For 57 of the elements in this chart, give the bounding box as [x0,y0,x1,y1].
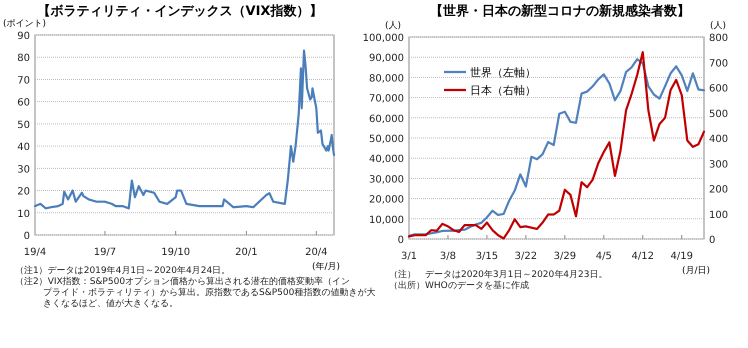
x-tick-label: 3/29 [554,251,576,262]
y-tick-label: 0 [398,235,404,246]
x-tick-label: 19/7 [94,247,116,258]
y-tick-label: 90 [17,31,30,42]
y2-tick-label: 200 [709,184,728,196]
x-tick-label: 3/8 [440,251,456,262]
x-tick-label: 19/4 [24,247,46,258]
x-tick-label: 3/22 [514,251,538,262]
y-tick-label: 80 [17,53,30,64]
y-tick-label: 60,000 [369,114,404,125]
y-tick-label: 40 [17,142,30,154]
x-tick-label: 4/19 [670,251,693,262]
chart-title: 【ボラティリティ・インデックス（VIX指数）】 [38,3,322,19]
x-tick-label: 20/1 [235,247,258,258]
y2-tick-label: 800 [709,33,728,44]
y-tick-label: 10 [17,208,30,220]
y2-tick-label: 600 [709,84,728,94]
y-tick-label: 40,000 [369,154,404,166]
y-axis-title: (人) [384,20,401,31]
y2-tick-label: 0 [709,235,716,246]
y2-tick-label: 300 [709,159,728,170]
text: （出所）WHOのデータを基に作成 [389,280,529,291]
y-axis-title: (ポイント) [3,19,46,29]
y-tick-label: 90,000 [369,53,404,64]
y2-tick-label: 700 [709,58,728,70]
y-tick-label: 20,000 [369,194,404,206]
y-tick-label: 30 [17,164,30,176]
y2-axis-title: (人) [710,20,726,31]
text: （注1）データは2019年4月1日～2020年4月24日。 [15,265,230,276]
x-tick-label: 4/12 [632,251,654,262]
line-series [34,49,336,210]
y-tick-label: 30,000 [369,174,404,186]
y-tick-label: 60 [17,98,30,109]
x-tick-label: 20/4 [305,247,328,258]
y-tick-label: 20 [17,186,30,198]
x-axis-title: (月/日) [682,266,710,276]
x-axis-title: (年/月) [312,261,340,272]
y-tick-label: 70 [17,75,30,86]
x-tick-label: 3/1 [400,251,418,262]
y-tick-label: 100,000 [362,33,404,44]
y-tick-label: 10,000 [369,214,404,226]
y2-tick-label: 100 [709,210,728,221]
x-tick-label: 3/15 [476,251,498,262]
x-tick-label: 19/10 [161,247,190,258]
y-tick-label: 70,000 [369,94,404,105]
text: （注） データは2020年3月1日～2020年4月23日。 [389,269,608,280]
y2-tick-label: 400 [709,134,728,145]
x-tick-label: 4/5 [596,251,612,262]
text: （注2）VIX指数：S&P500オプション価格から算出される潜在的価格変動率（インプライド・ボラティリティ）から算出。原指数であるS&P500種指数の値動きが大きくなるほど、値が大きくなる。 [15,276,376,309]
legend-label: 世界（左軸） [470,66,536,79]
y2-tick-label: 500 [709,108,728,120]
chart-title: 【世界・日本の新型コロナの新規感染者数】 [430,3,690,19]
y-tick-label: 0 [24,231,30,242]
legend-label: 日本（右軸） [470,84,536,97]
y-tick-label: 50,000 [369,134,404,145]
y-tick-label: 50 [17,120,30,131]
y-tick-label: 80,000 [369,73,404,84]
